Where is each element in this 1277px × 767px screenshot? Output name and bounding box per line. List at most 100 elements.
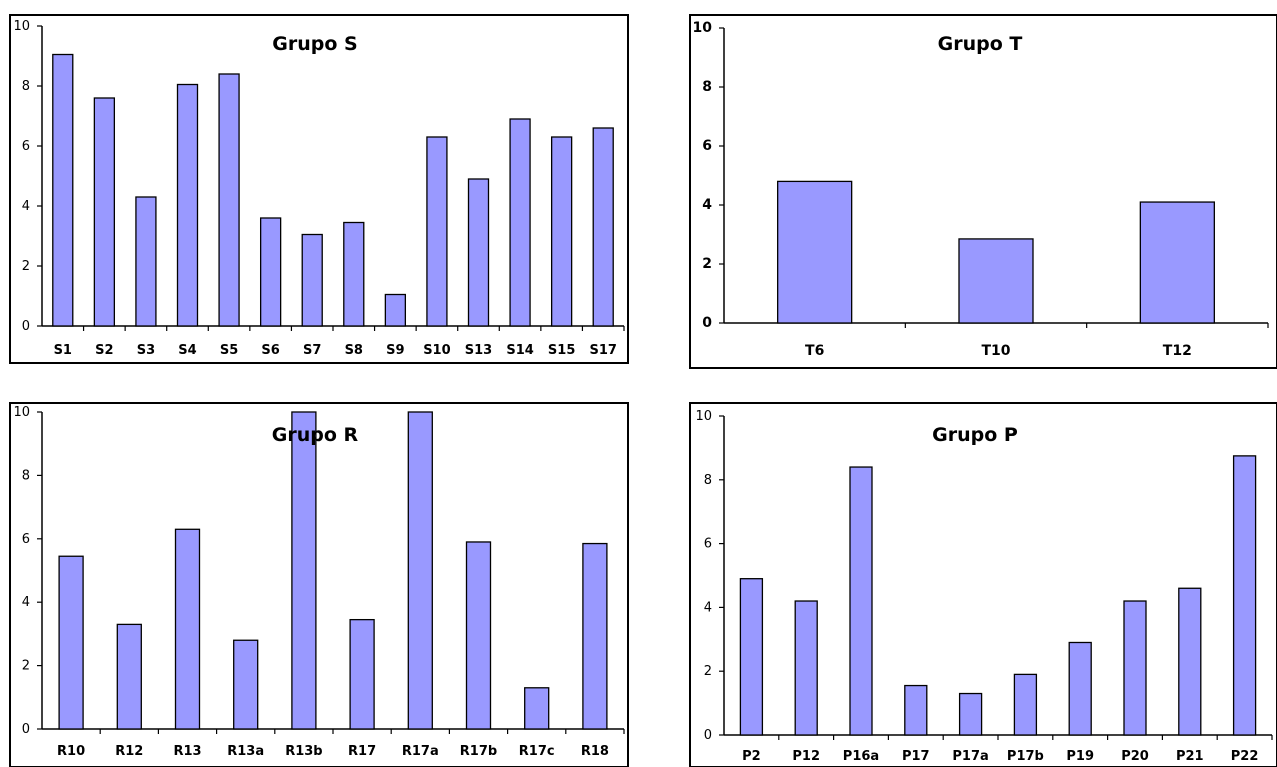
x-tick-label: P17 [902, 749, 930, 764]
x-tick-label: R17a [402, 744, 439, 759]
bar-r13b [291, 411, 317, 730]
chart-title: Grupo P [932, 424, 1018, 446]
bar-s4 [176, 83, 199, 327]
y-tick-label: 10 [693, 20, 713, 36]
bar-t10 [958, 238, 1034, 324]
bar-s5 [218, 73, 240, 327]
y-tick-label: 10 [695, 409, 712, 424]
bar-t6 [777, 180, 853, 324]
chart-grupo-t: 0 2 4 6 8 10 T6 T10 T12 Grupo T [689, 14, 1277, 369]
x-tick-label: R17 [348, 744, 376, 759]
bar-p2 [739, 578, 764, 736]
y-tick-label: 6 [704, 537, 712, 552]
y-tick-label: 10 [13, 405, 30, 420]
x-tick-label: P17b [1007, 749, 1044, 764]
x-tick-label: S8 [345, 343, 363, 358]
bar-r17 [349, 618, 375, 730]
y-tick-label: 6 [22, 139, 30, 154]
x-tick-label: P21 [1176, 749, 1204, 764]
bar-s2 [93, 97, 116, 327]
y-tick-label: 0 [22, 319, 30, 334]
x-tick-label: S2 [95, 343, 113, 358]
bar-p17a [958, 692, 983, 736]
x-tick-label: R12 [115, 744, 143, 759]
y-tick-label: 8 [704, 473, 712, 488]
y-tick-label: 8 [22, 79, 30, 94]
bar-p16a [849, 466, 873, 736]
x-tick-label: R10 [57, 744, 85, 759]
x-tick-label: T10 [981, 343, 1010, 359]
x-tick-label: P19 [1066, 749, 1094, 764]
y-tick-label: 4 [22, 595, 30, 610]
bar-r17c [524, 687, 550, 730]
x-tick-label: S10 [423, 343, 450, 358]
x-tick-label: R17c [519, 744, 555, 759]
x-tick-label: T12 [1163, 343, 1192, 359]
bar-p21 [1178, 587, 1202, 736]
x-tick-label: S7 [303, 343, 321, 358]
x-tick-label: P22 [1231, 749, 1259, 764]
x-tick-label: S13 [465, 343, 492, 358]
bar-p17 [904, 684, 928, 736]
bar-p22 [1232, 455, 1257, 736]
bar-s7 [301, 233, 323, 327]
bar-r10 [58, 555, 84, 730]
y-tick-label: 8 [702, 79, 712, 95]
bar-s9 [384, 293, 407, 327]
x-tick-label: S17 [589, 343, 616, 358]
x-tick-label: P16a [843, 749, 879, 764]
y-tick-label: 4 [702, 197, 712, 213]
chart-grupo-r: 0 2 4 6 8 10 R10 R12 R13 R13a R13b R17 R17a R17b R17c R… [9, 402, 629, 767]
x-tick-label: S6 [261, 343, 279, 358]
x-tick-label: R13a [227, 744, 264, 759]
y-tick-label: 10 [13, 19, 30, 34]
x-tick-label: S14 [506, 343, 533, 358]
chart-title: Grupo T [938, 33, 1023, 55]
x-tick-label: S5 [220, 343, 238, 358]
bar-r12 [116, 623, 142, 730]
y-tick-label: 4 [704, 600, 712, 615]
bar-r17b [465, 541, 492, 730]
bar-s1 [52, 53, 74, 327]
chart-title: Grupo R [272, 424, 359, 446]
y-tick-label: 0 [702, 315, 712, 331]
y-tick-label: 4 [22, 199, 30, 214]
x-tick-label: S15 [548, 343, 575, 358]
y-tick-label: 8 [22, 468, 30, 483]
x-tick-label: R13b [285, 744, 322, 759]
y-tick-label: 0 [22, 722, 30, 737]
y-tick-label: 2 [22, 259, 30, 274]
y-tick-label: 6 [22, 532, 30, 547]
bar-p17b [1013, 673, 1038, 736]
x-tick-label: S4 [178, 343, 196, 358]
y-tick-label: 0 [704, 728, 712, 743]
bar-s17 [592, 127, 614, 327]
bar-t12 [1139, 201, 1215, 324]
bar-s6 [259, 217, 282, 327]
x-tick-label: R18 [581, 744, 609, 759]
bar-s10 [426, 136, 448, 327]
bar-p19 [1068, 641, 1092, 736]
y-tick-label: 6 [702, 138, 712, 154]
x-tick-label: P2 [742, 749, 761, 764]
bar-p12 [794, 600, 818, 736]
bar-r13a [233, 639, 259, 730]
bar-s13 [467, 178, 490, 327]
x-tick-label: S1 [54, 343, 72, 358]
x-tick-label: S9 [386, 343, 404, 358]
x-tick-label: P17a [952, 749, 988, 764]
x-tick-label: R17b [460, 744, 497, 759]
x-tick-label: P20 [1121, 749, 1149, 764]
bar-p20 [1123, 600, 1147, 736]
x-tick-label: P12 [792, 749, 820, 764]
x-tick-label: S3 [137, 343, 155, 358]
chart-title: Grupo S [272, 33, 357, 55]
y-tick-label: 2 [702, 256, 712, 272]
y-tick-label: 2 [22, 659, 30, 674]
bar-s3 [135, 196, 157, 327]
bar-r18 [582, 542, 608, 730]
x-tick-label: R13 [173, 744, 201, 759]
bar-r13 [174, 528, 201, 730]
bar-s8 [343, 221, 365, 327]
